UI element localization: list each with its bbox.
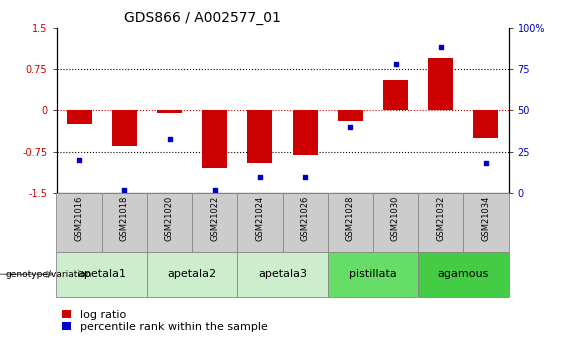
Bar <box>373 193 418 252</box>
Bar <box>56 252 147 297</box>
Bar <box>328 193 373 252</box>
Text: apetala1: apetala1 <box>77 269 126 279</box>
Point <box>391 61 400 67</box>
Bar <box>282 193 328 252</box>
Point <box>255 174 264 179</box>
Legend: log ratio, percentile rank within the sample: log ratio, percentile rank within the sa… <box>62 309 268 332</box>
Bar <box>383 80 408 110</box>
Text: GDS866 / A002577_01: GDS866 / A002577_01 <box>124 11 281 25</box>
Bar <box>338 110 363 121</box>
Bar <box>293 110 318 155</box>
Bar <box>157 110 182 113</box>
Point <box>301 174 310 179</box>
Text: apetala2: apetala2 <box>168 269 216 279</box>
Bar <box>147 252 237 297</box>
Bar <box>147 193 192 252</box>
Bar <box>463 193 508 252</box>
Bar <box>473 110 498 138</box>
Bar <box>202 110 227 168</box>
Text: GSM21016: GSM21016 <box>75 196 84 241</box>
Bar <box>237 252 328 297</box>
Text: GSM21034: GSM21034 <box>481 196 490 241</box>
Text: GSM21024: GSM21024 <box>255 196 264 241</box>
Text: genotype/variation: genotype/variation <box>6 270 92 279</box>
Point <box>165 136 174 141</box>
Text: agamous: agamous <box>438 269 489 279</box>
Bar <box>237 193 282 252</box>
Point <box>75 157 84 163</box>
Bar <box>428 58 453 110</box>
Bar <box>192 193 237 252</box>
Text: GSM21030: GSM21030 <box>391 196 400 241</box>
Bar <box>328 252 418 297</box>
Text: GSM21026: GSM21026 <box>301 196 310 241</box>
Point <box>210 187 219 193</box>
Point <box>346 124 355 130</box>
Point <box>481 161 490 166</box>
Bar <box>102 193 147 252</box>
Text: apetala3: apetala3 <box>258 269 307 279</box>
Bar <box>418 252 509 297</box>
Text: pistillata: pistillata <box>349 269 397 279</box>
Text: GSM21032: GSM21032 <box>436 196 445 241</box>
Text: GSM21022: GSM21022 <box>210 196 219 241</box>
Bar <box>247 110 272 163</box>
Text: GSM21018: GSM21018 <box>120 196 129 241</box>
Bar <box>112 110 137 146</box>
Bar <box>56 193 102 252</box>
Point <box>436 45 445 50</box>
Text: GSM21028: GSM21028 <box>346 196 355 241</box>
Text: GSM21020: GSM21020 <box>165 196 174 241</box>
Point <box>120 187 129 193</box>
Bar <box>418 193 463 252</box>
Bar <box>67 110 92 124</box>
